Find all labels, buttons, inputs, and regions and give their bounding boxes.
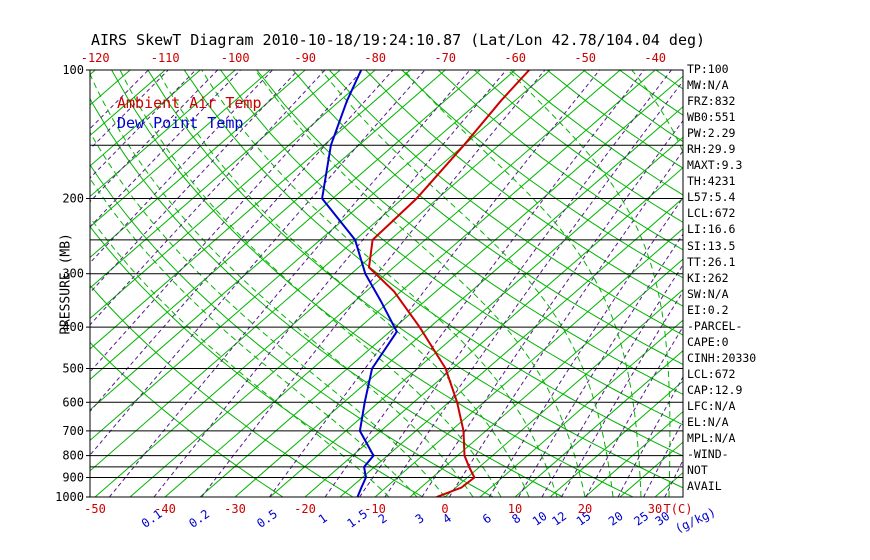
svg-text:0.2: 0.2 <box>186 507 212 531</box>
svg-text:900: 900 <box>62 471 84 485</box>
stat-item: WB0:551 <box>687 110 736 125</box>
stat-item: CAP:12.9 <box>687 382 743 397</box>
svg-text:10: 10 <box>530 509 550 529</box>
svg-text:800: 800 <box>62 449 84 463</box>
svg-text:-40: -40 <box>644 51 666 65</box>
stat-item: TH:4231 <box>687 174 736 189</box>
svg-text:T(C): T(C) <box>664 502 693 516</box>
stat-item: LCL:672 <box>687 206 736 221</box>
stat-item: -WIND- <box>687 447 729 462</box>
stat-item: MAXT:9.3 <box>687 158 743 173</box>
svg-text:300: 300 <box>62 267 84 281</box>
isobar-lines <box>90 70 683 497</box>
stat-item: MW:N/A <box>687 78 729 93</box>
svg-text:20: 20 <box>578 502 592 516</box>
svg-text:6: 6 <box>480 511 494 527</box>
svg-text:-40: -40 <box>154 502 176 516</box>
plot-background <box>90 70 683 497</box>
svg-text:1: 1 <box>316 511 330 527</box>
stat-item: SI:13.5 <box>687 238 736 253</box>
svg-text:0: 0 <box>441 502 448 516</box>
dew-point-trace <box>321 70 398 497</box>
stat-item: L57:5.4 <box>687 190 736 205</box>
stat-item: TP:100 <box>687 62 729 76</box>
stat-item: PW:2.29 <box>687 126 736 141</box>
pressure-axis-label: PRESSURE (MB) <box>58 233 74 335</box>
stats-panel: TP:100 MW:N/A FRZ:832 WB0:551 PW:2.29 RH:29.9… <box>687 62 797 494</box>
svg-text:-70: -70 <box>434 51 456 65</box>
plot-border <box>89 69 684 498</box>
svg-text:-110: -110 <box>151 51 180 65</box>
stat-item: -PARCEL- <box>687 318 743 333</box>
svg-text:30: 30 <box>648 502 662 516</box>
svg-text:2: 2 <box>376 511 390 527</box>
stat-item: CINH:20330 <box>687 350 757 365</box>
svg-text:20: 20 <box>606 509 626 529</box>
stat-item: LI:16.6 <box>687 222 736 237</box>
svg-text:10: 10 <box>508 502 522 516</box>
svg-text:-60: -60 <box>504 51 526 65</box>
svg-text:30: 30 <box>653 509 673 529</box>
svg-text:700: 700 <box>62 424 84 438</box>
stat-item: FRZ:832 <box>687 94 736 109</box>
svg-text:600: 600 <box>62 395 84 409</box>
legend-ambient-label: Ambient Air Temp <box>117 94 262 112</box>
stat-item: KI:262 <box>687 270 729 285</box>
stat-item: CAPE:0 <box>687 334 729 349</box>
stat-item: MPL:N/A <box>687 431 736 446</box>
svg-text:-30: -30 <box>224 502 246 516</box>
svg-text:-90: -90 <box>294 51 316 65</box>
svg-text:-120: -120 <box>81 51 110 65</box>
svg-text:25: 25 <box>631 509 651 529</box>
stat-item: LFC:N/A <box>687 398 736 413</box>
stat-item: AVAIL <box>687 479 722 494</box>
ambient-temp-trace <box>367 70 530 497</box>
stat-item: RH:29.9 <box>687 142 736 157</box>
svg-text:200: 200 <box>62 192 84 206</box>
svg-text:15: 15 <box>574 509 594 529</box>
stat-item: EI:0.2 <box>687 302 729 317</box>
svg-text:12: 12 <box>549 509 569 529</box>
svg-text:1000: 1000 <box>55 490 84 504</box>
svg-text:-10: -10 <box>364 502 386 516</box>
stat-item: TT:26.1 <box>687 254 736 269</box>
svg-text:3: 3 <box>413 511 427 527</box>
stat-item: SW:N/A <box>687 286 729 301</box>
svg-text:-100: -100 <box>221 51 250 65</box>
svg-text:-50: -50 <box>84 502 106 516</box>
chart-title: AIRS SkewT Diagram 2010-10-18/19:24:10.8… <box>90 31 706 49</box>
stat-item: EL:N/A <box>687 415 729 430</box>
svg-text:0.5: 0.5 <box>254 507 280 531</box>
svg-text:400: 400 <box>62 320 84 334</box>
svg-text:4: 4 <box>440 511 454 527</box>
svg-text:-50: -50 <box>574 51 596 65</box>
stat-item: LCL:672 <box>687 366 736 381</box>
svg-text:-80: -80 <box>364 51 386 65</box>
svg-text:-20: -20 <box>294 502 316 516</box>
svg-text:500: 500 <box>62 362 84 376</box>
svg-text:100: 100 <box>62 63 84 77</box>
stat-item: NOT <box>687 463 708 478</box>
legend-dewpoint-label: Dew Point Temp <box>117 114 244 132</box>
